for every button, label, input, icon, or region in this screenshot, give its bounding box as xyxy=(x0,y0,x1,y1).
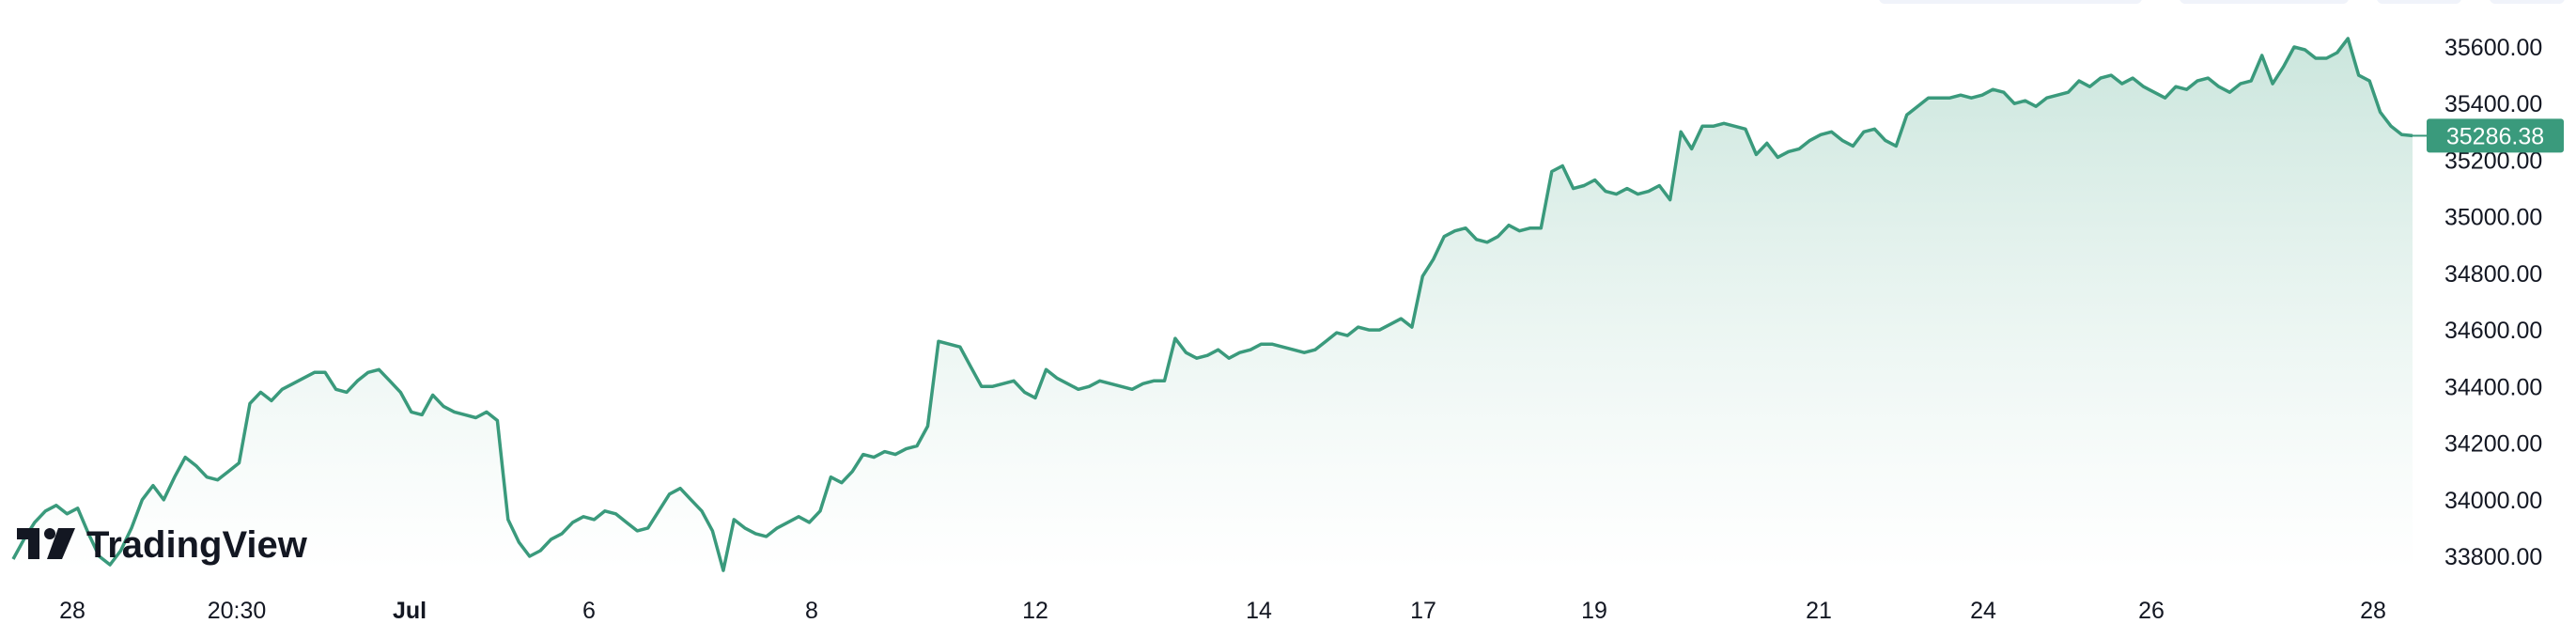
price-series-line xyxy=(11,37,2413,572)
x-tick-label: 17 xyxy=(1410,598,1436,624)
x-tick-label: 28 xyxy=(59,598,85,624)
y-tick-label: 34000.00 xyxy=(2444,488,2542,514)
x-tick-label: Jul xyxy=(393,598,427,624)
y-tick-label: 34600.00 xyxy=(2444,318,2542,344)
y-tick-label: 34200.00 xyxy=(2444,431,2542,458)
x-tick-label: 14 xyxy=(1246,598,1272,624)
x-tick-label: 6 xyxy=(582,598,596,624)
toolbar-button[interactable] xyxy=(2490,0,2565,4)
tradingview-logo[interactable]: TradingView xyxy=(17,524,308,566)
y-axis[interactable]: 35600.0035400.0035200.0035000.0034800.00… xyxy=(2444,35,2542,570)
tradingview-logo-text: TradingView xyxy=(86,524,308,566)
top-toolbar xyxy=(1879,0,2565,4)
x-tick-label: 28 xyxy=(2360,598,2386,624)
last-price-marker: 35286.38 xyxy=(2427,118,2564,153)
y-tick-label: 35000.00 xyxy=(2444,205,2542,231)
area-fill xyxy=(13,39,2413,571)
toolbar-button[interactable] xyxy=(2180,0,2349,4)
price-area xyxy=(13,39,2413,571)
toolbar-button[interactable] xyxy=(2377,0,2461,4)
x-axis[interactable]: 28 20:30 Jul 6 8 12 14 17 19 21 24 26 28 xyxy=(59,598,2386,624)
y-tick-label: 35600.00 xyxy=(2444,35,2542,61)
tradingview-logo-icon xyxy=(17,528,75,559)
last-price-label: 35286.38 xyxy=(2446,123,2544,149)
y-tick-label: 35400.00 xyxy=(2444,91,2542,117)
x-tick-label: 12 xyxy=(1022,598,1048,624)
x-tick-label: 8 xyxy=(805,598,818,624)
price-line xyxy=(11,37,2427,572)
y-tick-label: 34400.00 xyxy=(2444,374,2542,400)
toolbar-button[interactable] xyxy=(1879,0,2142,4)
last-price-label-background xyxy=(2427,118,2564,153)
y-tick-label: 34800.00 xyxy=(2444,261,2542,288)
x-tick-label: 19 xyxy=(1581,598,1607,624)
x-tick-label: 20:30 xyxy=(208,598,267,624)
x-tick-label: 21 xyxy=(1806,598,1832,624)
x-tick-label: 26 xyxy=(2138,598,2165,624)
x-tick-label: 24 xyxy=(1970,598,1996,624)
y-tick-label: 33800.00 xyxy=(2444,544,2542,570)
